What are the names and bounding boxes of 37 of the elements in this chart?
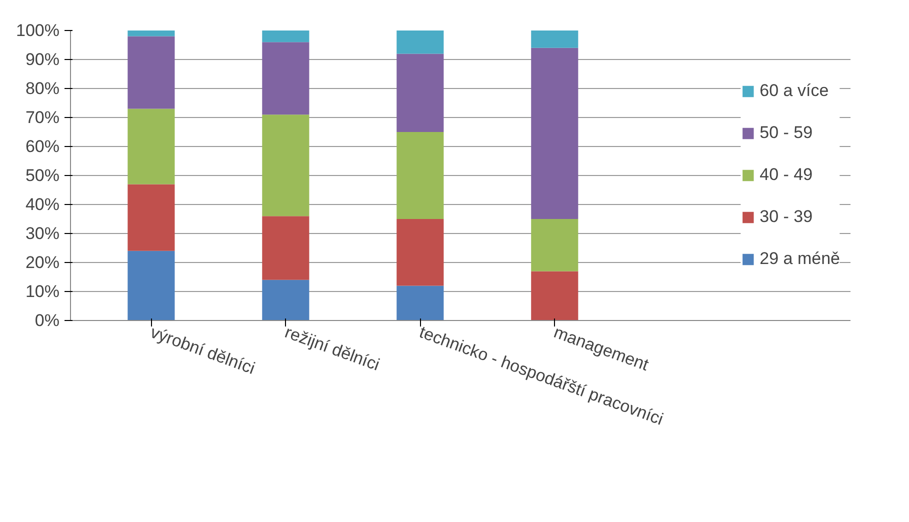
bar [531,219,578,272]
bar [396,219,444,286]
bar [531,271,578,320]
y-tick-label: 80% [25,79,60,98]
legend-label: 30 - 39 [760,207,813,227]
bar [396,30,444,54]
x-tick-label: režijní dělníci [282,322,382,374]
bar [128,250,175,320]
legend-label: 40 - 49 [760,165,813,185]
x-tick-label: výrobní dělníci [148,322,258,378]
y-tick-label: 30% [25,224,60,243]
y-tick-label: 0% [34,311,60,330]
bar [396,54,444,132]
bar [396,132,444,219]
bar [531,48,578,219]
y-tick-label: 100% [16,21,60,40]
bar [128,30,175,36]
bar [128,108,175,184]
y-tick-label: 90% [25,50,60,69]
bar [262,30,310,42]
bar [531,30,578,48]
y-tick-label: 50% [25,166,60,185]
bar [396,286,444,320]
bar [262,280,310,320]
legend-label: 50 - 59 [760,123,813,143]
bar [262,42,310,115]
y-tick-label: 40% [25,195,60,214]
bar [128,184,175,251]
y-tick-label: 70% [25,108,60,127]
bar [128,36,175,109]
legend-label: 60 a více [760,81,829,101]
y-tick-label: 60% [25,137,60,156]
legend-label: 29 a méně [760,249,840,269]
y-tick-label: 20% [25,253,60,272]
bar [262,216,310,280]
y-tick-label: 10% [25,282,60,301]
bar [262,114,310,216]
